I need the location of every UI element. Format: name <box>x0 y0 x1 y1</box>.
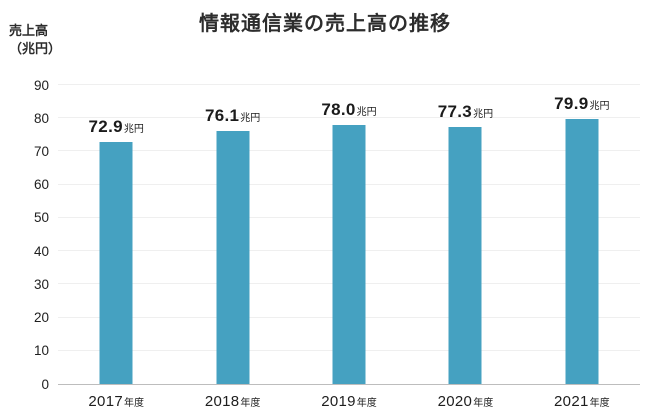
plot-area: 0 10 20 30 40 50 60 70 80 90 72.9兆円 2017年度 76.1兆円 20… <box>34 78 640 410</box>
bar-group-2019: 78.0兆円 2019年度 <box>291 85 407 410</box>
x-tick-label: 2017年度 <box>88 393 144 411</box>
bar <box>448 127 482 384</box>
bar-group-2021: 79.9兆円 2021年度 <box>524 85 640 410</box>
chart-title: 情報通信業の売上高の推移 <box>199 13 451 35</box>
bar-value-label: 72.9兆円 <box>89 117 144 137</box>
bar-value-label: 78.0兆円 <box>321 100 376 120</box>
bar-value-unit: 兆円 <box>356 106 377 118</box>
x-tick-label: 2018年度 <box>205 393 261 411</box>
x-tick-year: 2020 <box>437 393 473 410</box>
bar-value-label: 77.3兆円 <box>438 102 493 122</box>
y-tick-label: 20 <box>33 310 49 326</box>
y-tick-label: 30 <box>33 276 49 292</box>
x-tick-suffix: 年度 <box>589 398 610 409</box>
y-tick-label: 10 <box>33 343 49 359</box>
bars-layer: 72.9兆円 2017年度 76.1兆円 2018年度 78.0兆円 2019年度 77.3… <box>58 85 640 410</box>
y-axis-unit-line-2: （兆円） <box>9 40 62 56</box>
bar-value-unit: 兆円 <box>123 123 144 135</box>
bar-value-number: 76.1 <box>204 106 240 126</box>
bar <box>99 141 133 384</box>
x-tick-suffix: 年度 <box>123 398 144 409</box>
x-tick-suffix: 年度 <box>473 398 494 409</box>
gridline <box>58 117 640 119</box>
x-tick-suffix: 年度 <box>356 398 377 409</box>
y-axis-unit-label: 売上高 （兆円） <box>9 22 61 57</box>
bar-value-label: 76.1兆円 <box>205 106 260 126</box>
bar-value-unit: 兆円 <box>240 113 261 125</box>
x-tick-year: 2018 <box>204 393 240 410</box>
y-tick-label: 90 <box>33 77 49 93</box>
bar <box>216 131 250 384</box>
x-tick-label: 2021年度 <box>554 393 610 411</box>
y-axis-unit-line-1: 売上高 <box>9 23 49 38</box>
bar-value-unit: 兆円 <box>473 109 494 121</box>
bar-value-number: 78.0 <box>321 99 356 119</box>
x-tick-year: 2021 <box>554 393 589 410</box>
y-tick-label: 40 <box>33 243 49 259</box>
y-tick-label: 50 <box>33 210 49 226</box>
bar-group-2017: 72.9兆円 2017年度 <box>58 85 174 410</box>
bar <box>332 124 366 384</box>
bar <box>565 118 599 384</box>
y-tick-label: 80 <box>33 110 49 126</box>
bar-value-unit: 兆円 <box>589 100 610 112</box>
bar-group-2018: 76.1兆円 2018年度 <box>174 85 290 410</box>
bar-group-2020: 77.3兆円 2020年度 <box>407 85 523 410</box>
x-tick-label: 2019年度 <box>321 393 377 411</box>
x-tick-suffix: 年度 <box>240 398 261 409</box>
y-tick-label: 70 <box>33 143 49 159</box>
x-tick-year: 2019 <box>321 393 356 410</box>
bar-value-number: 77.3 <box>437 102 473 122</box>
bar-value-label: 79.9兆円 <box>554 94 609 114</box>
bar-value-number: 72.9 <box>88 116 123 136</box>
x-tick-year: 2017 <box>88 393 123 410</box>
bar-value-number: 79.9 <box>554 93 589 113</box>
y-tick-label: 0 <box>41 376 49 392</box>
x-tick-label: 2020年度 <box>438 393 494 411</box>
gridline <box>58 84 640 85</box>
y-tick-label: 60 <box>33 177 49 193</box>
